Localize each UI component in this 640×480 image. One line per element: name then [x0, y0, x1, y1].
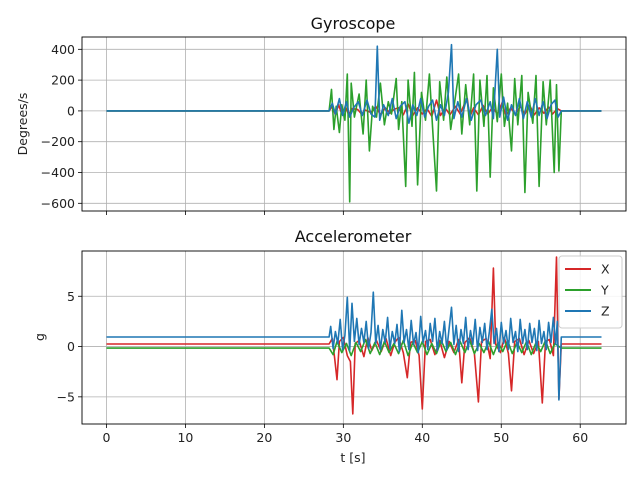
gyroscope-ylabel: Degrees/s	[15, 93, 30, 156]
accelerometer-series-z	[106, 291, 602, 401]
legend-label-x: X	[601, 262, 610, 277]
gyroscope-ytick-label: −200	[41, 134, 75, 149]
accelerometer-panel: Accelerometer g t [s] 0 10 20 30 40 50 60−505 …	[32, 227, 627, 465]
legend-label-y: Y	[600, 283, 609, 298]
accelerometer-title: Accelerometer	[295, 227, 412, 246]
gyroscope-ticks: −600 −400 −200 0 200 400	[41, 42, 581, 215]
accelerometer-xtick-label: 50	[493, 430, 509, 445]
gyroscope-series-y	[106, 71, 602, 203]
gyroscope-series-group	[106, 43, 602, 203]
gyroscope-ytick-label: 200	[51, 73, 75, 88]
gyroscope-ytick-label: −400	[41, 165, 75, 180]
accelerometer-xtick-label: 60	[572, 430, 588, 445]
accelerometer-ytick-label: −5	[57, 389, 75, 404]
accelerometer-ytick-label: 5	[67, 289, 75, 304]
accelerometer-legend: XYZ	[558, 255, 623, 329]
accelerometer-xtick-label: 10	[177, 430, 193, 445]
accelerometer-ylabel: g	[32, 333, 47, 341]
accelerometer-axes-frame	[81, 250, 627, 425]
gyroscope-ytick-label: 0	[67, 103, 75, 118]
accelerometer-xtick-label: 0	[102, 430, 110, 445]
accelerometer-xtick-label: 20	[256, 430, 272, 445]
accelerometer-xtick-label: 40	[414, 430, 430, 445]
accelerometer-series-y	[106, 338, 602, 357]
legend-label-z: Z	[601, 304, 610, 319]
gyroscope-axes-frame	[81, 36, 627, 212]
accelerometer-ytick-label: 0	[67, 339, 75, 354]
gyroscope-title: Gyroscope	[311, 14, 396, 33]
gyroscope-panel: Gyroscope Degrees/s −600 −400 −200 0 200 400	[15, 14, 627, 215]
accelerometer-series-group	[106, 256, 602, 415]
accelerometer-xtick-label: 30	[335, 430, 351, 445]
legend-box	[558, 255, 623, 329]
accelerometer-ticks: 0 10 20 30 40 50 60 −5 0 5	[57, 289, 589, 445]
gyroscope-series-z	[106, 43, 602, 124]
gyroscope-ytick-label: 400	[51, 42, 75, 57]
accelerometer-xlabel: t [s]	[340, 450, 365, 465]
gyroscope-ytick-label: −600	[41, 196, 75, 211]
